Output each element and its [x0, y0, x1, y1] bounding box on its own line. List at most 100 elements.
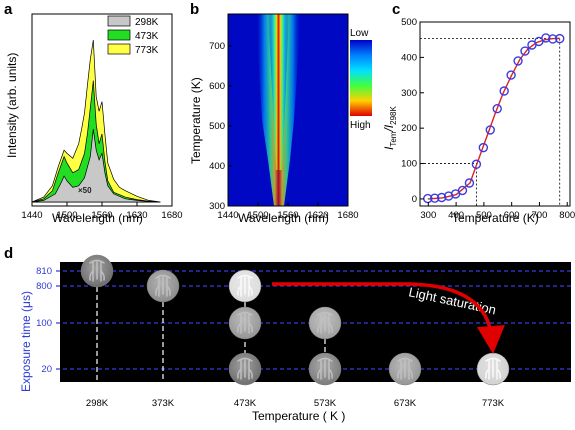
data-point: [499, 86, 509, 96]
y-tick-label: 500: [209, 121, 225, 132]
light-saturation-arrow: [272, 282, 505, 354]
panel-a-annotation-x50: ×50: [78, 186, 92, 195]
data-point: [457, 185, 468, 196]
x-tick-label: 673K: [394, 398, 417, 409]
x-tick-label: 1500: [56, 210, 77, 221]
data-point: [520, 46, 530, 56]
x-tick-label: 373K: [152, 398, 175, 409]
panel-a-frame: [31, 13, 173, 207]
sample-pattern-icon: [237, 357, 253, 380]
x-tick-label: 773K: [482, 398, 505, 409]
colorbar-high-label: High: [350, 120, 371, 131]
legend-label-473k: 473K: [135, 31, 159, 42]
colorbar: [350, 40, 372, 116]
y-tick-label: 400: [209, 161, 225, 172]
ylabel-c-sub-298k: 298K: [389, 106, 398, 125]
fit-curve: [427, 37, 560, 200]
x-tick-label: 1620: [126, 210, 147, 221]
y-tick-label: 800: [36, 281, 52, 292]
data-point: [506, 70, 516, 80]
panel-c-xlabel: Temperature (K): [452, 211, 539, 225]
panel-b-frame: [227, 13, 349, 207]
panel-a-ylabel: Intensity (arb. units): [5, 53, 19, 158]
panel-d-xlabel: Temperature ( K ): [252, 409, 345, 423]
panel-a-xlabel: Wavelength (nm): [52, 211, 143, 225]
y-tick-label: 600: [209, 81, 225, 92]
y-tick-label: 200: [401, 123, 417, 134]
panel-label-c: c: [392, 1, 400, 18]
data-point: [513, 56, 523, 66]
sample-pattern-icon: [485, 357, 501, 380]
data-point: [548, 34, 558, 44]
panel-d-images: 810 800 100 20 298K 373K 473K 573K 673K 773K: [36, 254, 571, 409]
x-tick-label: 1500: [247, 210, 268, 221]
sample-pattern-icon: [397, 357, 413, 380]
colorbar-low-label: Low: [350, 28, 369, 39]
panel-b-xlabel: Wavelength (nm): [238, 211, 329, 225]
sample-pattern-icon: [317, 357, 333, 380]
heatmap-peak-core: [268, 14, 289, 170]
data-point: [492, 103, 502, 114]
sample-pattern-icon: [237, 311, 253, 334]
data-point: [478, 142, 489, 153]
y-tick-label: 500: [401, 17, 417, 28]
legend-label-298k: 298K: [135, 17, 159, 28]
sample-pattern-icon: [317, 311, 333, 334]
x-tick-label: 473K: [234, 398, 257, 409]
data-point: [436, 192, 447, 203]
data-point: [430, 193, 440, 203]
panel-c-ylabel: ITem/I298K: [382, 106, 398, 150]
y-tick-label: 400: [401, 52, 417, 63]
x-tick-label: 1680: [161, 210, 182, 221]
y-tick-label: 810: [36, 266, 52, 277]
panel-b-ylabel: Temperature (K): [189, 77, 203, 164]
x-tick-label: 800: [559, 210, 575, 221]
x-tick-label: 298K: [86, 398, 109, 409]
x-tick-label: 1680: [337, 210, 358, 221]
sample-pattern-icon: [155, 274, 171, 297]
x-tick-label: 1620: [307, 210, 328, 221]
x-tick-label: 1440: [21, 210, 42, 221]
panel-label-b: b: [190, 1, 199, 18]
ylabel-c-div: /I: [382, 124, 396, 132]
spectrum-area-298k: [31, 129, 161, 203]
panel-label-d: d: [4, 245, 13, 262]
panel-b-heatmap: 1440 1500 1560 1620 1680 300 400 500 600 700: [209, 14, 359, 221]
panel-a-legend: 298K 473K 773K: [107, 15, 159, 56]
data-point: [471, 159, 482, 169]
spectrum-area-473k: [31, 80, 161, 203]
data-point: [464, 178, 475, 188]
legend-swatch-298k: [107, 15, 131, 27]
x-tick-label: 400: [448, 210, 464, 221]
legend-swatch-473k: [107, 29, 131, 41]
panel-c-plot: 300 400 500 600 700 800 0 100 200 300 400 500: [401, 17, 575, 221]
x-tick-label: 300: [420, 210, 436, 221]
panel-c-frame: [419, 21, 571, 207]
x-tick-label: 573K: [314, 398, 337, 409]
x-tick-label: 500: [476, 210, 492, 221]
sample-pattern-icon: [237, 274, 253, 297]
y-tick-label: 700: [209, 41, 225, 52]
x-tick-label: 700: [532, 210, 548, 221]
legend-label-773k: 773K: [135, 45, 159, 56]
x-tick-label: 1560: [277, 210, 298, 221]
legend-swatch-773k: [107, 43, 131, 55]
x-tick-label: 1560: [91, 210, 112, 221]
ylabel-c-sub-tem: Tem: [389, 131, 398, 146]
data-point: [485, 125, 495, 135]
y-tick-label: 100: [401, 159, 417, 170]
sample-pattern-icon: [89, 259, 105, 282]
x-tick-label: 600: [504, 210, 520, 221]
panel-label-a: a: [4, 1, 13, 18]
x-tick-label: 1440: [217, 210, 238, 221]
data-point: [541, 33, 551, 43]
y-tick-label: 20: [41, 364, 52, 375]
panel-d-ylabel: Exposure time (μs): [19, 291, 33, 392]
y-tick-label: 100: [36, 318, 52, 329]
panel-a-spectra: 1440 1500 1560 1620 1680: [21, 39, 183, 221]
y-tick-label: 300: [401, 88, 417, 99]
ylabel-c-i: I: [382, 146, 396, 150]
y-tick-label: 300: [209, 201, 225, 212]
y-tick-label: 0: [412, 194, 417, 205]
